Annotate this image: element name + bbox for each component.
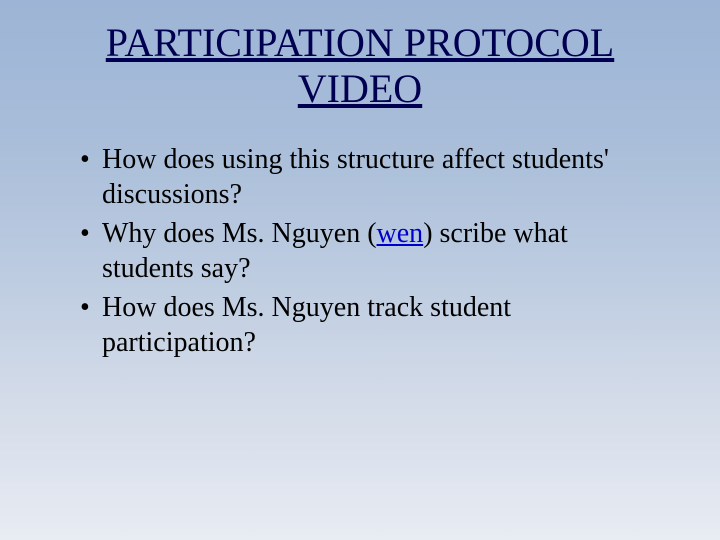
slide-title: PARTICIPATION PROTOCOL VIDEO <box>60 20 660 112</box>
list-item: Why does Ms. Nguyen (wen) scribe what st… <box>80 216 660 286</box>
bullet-link[interactable]: wen <box>377 218 424 249</box>
list-item: How does Ms. Nguyen track student partic… <box>80 290 660 360</box>
bullet-text-prefix: Why does Ms. Nguyen ( <box>102 218 377 249</box>
bullet-text-prefix: How does Ms. Nguyen track student partic… <box>102 292 511 358</box>
bullet-list: How does using this structure affect stu… <box>60 142 660 360</box>
slide-container: PARTICIPATION PROTOCOL VIDEO How does us… <box>0 0 720 540</box>
list-item: How does using this structure affect stu… <box>80 142 660 212</box>
bullet-text-prefix: How does using this structure affect stu… <box>102 144 609 210</box>
